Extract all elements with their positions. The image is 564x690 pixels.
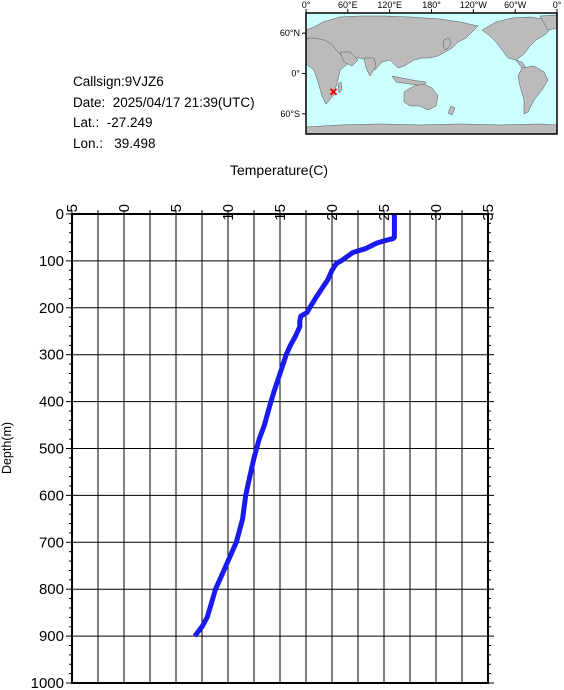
x-tick-label: 15 xyxy=(272,204,289,221)
land-madagascar xyxy=(337,81,343,94)
station-marker xyxy=(329,88,338,96)
chart-grid xyxy=(71,213,489,684)
x-tick-label: 0 xyxy=(116,204,133,212)
x-tick-label: 20 xyxy=(324,204,341,221)
latitude-label: Lat.: -27.249 xyxy=(73,115,153,130)
profile-series xyxy=(192,214,397,638)
y-tick-label: 800 xyxy=(39,581,64,598)
plot-frame xyxy=(71,213,489,684)
y-tick-label: 500 xyxy=(39,441,64,458)
map-longitude-labels: 0° 60°E 120°E 180° 120°W 60°W 0° xyxy=(302,0,562,10)
land-antarctica xyxy=(305,123,558,135)
land-north-america xyxy=(481,16,553,61)
station-marker-stroke xyxy=(329,88,338,96)
y-tick-label: 900 xyxy=(39,628,64,645)
y-tick-label: 600 xyxy=(39,487,64,504)
y-tick-label: 400 xyxy=(39,394,64,411)
longitude-label: Lon.: 39.498 xyxy=(73,135,156,151)
temperature-profile-chart: −5 0 5 10 15 20 25 30 35 01002003004005006007008… xyxy=(0,162,497,690)
land-indonesia xyxy=(391,75,427,87)
map-ticks xyxy=(302,9,558,115)
temperature-profile-line xyxy=(192,214,397,638)
land-new-zealand xyxy=(447,105,456,116)
map-lon-label: 0° xyxy=(302,0,311,10)
date-label: Date: 2025/04/17 21:39(UTC) xyxy=(73,94,255,110)
x-tick-label: 10 xyxy=(220,204,237,221)
world-map: 0° 60°E 120°E 180° 120°W 60°W 0° 60°N 0° 60°S xyxy=(280,0,562,135)
land-india xyxy=(363,57,377,77)
map-lon-label: 120°W xyxy=(460,0,488,10)
map-lon-label: 120°E xyxy=(377,0,402,10)
x-tick-labels: −5 0 5 10 15 20 25 30 35 xyxy=(64,204,497,221)
y-tick-label: 1000 xyxy=(31,675,64,690)
land-south-america xyxy=(517,65,549,115)
map-latitude-labels: 60°N 0° 60°S xyxy=(280,28,301,119)
land-arabia xyxy=(339,51,359,67)
x-tick-label: 25 xyxy=(376,204,393,221)
y-tick-label: 100 xyxy=(39,253,64,270)
y-axis-title: Depth(m) xyxy=(0,422,14,474)
callsign-label: Callsign:9VJZ6 xyxy=(73,74,164,89)
y-tick-label: 200 xyxy=(39,300,64,317)
x-tick-label: −5 xyxy=(64,204,81,221)
land-australia xyxy=(403,83,439,111)
station-info: Callsign:9VJZ6 Date: 2025/04/17 21:39(UT… xyxy=(73,72,255,154)
x-tick-label: 35 xyxy=(480,204,497,221)
map-land xyxy=(305,14,558,135)
map-lat-label: 0° xyxy=(291,69,300,79)
map-lon-label: 60°E xyxy=(338,0,358,10)
land-japan xyxy=(442,37,452,51)
x-tick-label: 30 xyxy=(428,204,445,221)
y-tick-labels: 0 100 200 300 400 500 600 700 800 900 1000 xyxy=(31,206,64,690)
map-lat-label: 60°S xyxy=(280,109,300,119)
y-tick-label: 0 xyxy=(56,206,64,223)
y-tick-label: 300 xyxy=(39,347,64,364)
map-lon-label: 0° xyxy=(553,0,562,10)
map-lon-label: 60°W xyxy=(504,0,527,10)
x-axis-title: Temperature(C) xyxy=(230,162,328,178)
x-tick-label: 5 xyxy=(168,204,185,212)
map-lat-label: 60°N xyxy=(280,28,300,38)
y-tick-label: 700 xyxy=(39,534,64,551)
map-lon-label: 180° xyxy=(422,0,441,10)
